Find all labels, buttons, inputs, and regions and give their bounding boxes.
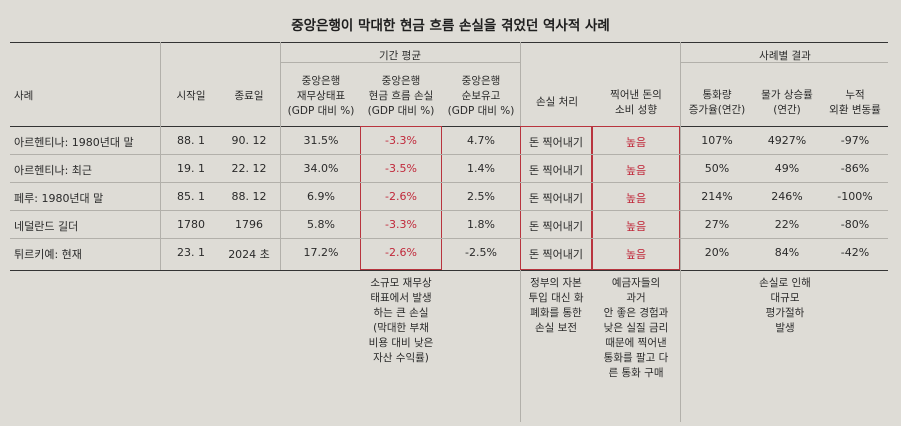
- cashflow-highlight-box: [360, 126, 442, 270]
- cell-balance: 6.9%: [307, 190, 335, 203]
- cell-end: 90. 12: [231, 134, 267, 147]
- cell-consumption: 높음: [625, 248, 647, 261]
- group-header-period: 기간 평균: [379, 50, 421, 62]
- cell-cashflow: -3.5%: [385, 162, 417, 175]
- header-end: 종료일: [234, 90, 264, 102]
- header-start: 시작일: [176, 90, 206, 102]
- header-money-growth: 통화량 증가율(연간): [688, 89, 746, 116]
- cell-fx-change: -97%: [840, 134, 870, 147]
- cell-cashflow: -2.6%: [385, 246, 417, 259]
- cell-consumption: 높음: [625, 136, 647, 149]
- cell-case: 튀르키예: 현재: [14, 248, 82, 261]
- cell-consumption: 높음: [625, 164, 647, 177]
- cell-reserves: 1.4%: [467, 162, 495, 175]
- cell-inflation: 84%: [774, 246, 800, 259]
- header-case: 사례: [14, 90, 34, 102]
- cell-loss-handling: 돈 찍어내기: [528, 164, 584, 177]
- loss-handling-highlight-box: [520, 126, 592, 270]
- cell-consumption: 높음: [625, 220, 647, 233]
- note-loss-handling: 정부의 자본 투입 대신 화 폐화를 통한 손실 보전: [528, 277, 584, 334]
- cell-end: 2024 초: [228, 248, 270, 261]
- cell-end: 1796: [235, 218, 263, 231]
- note-consumption: 예금자들의 과거 안 좋은 경험과 낮은 실질 금리 때문에 찍어낸 통화를 팔고 다 …: [603, 277, 669, 379]
- cell-reserves: 2.5%: [467, 190, 495, 203]
- cell-inflation: 4927%: [767, 134, 807, 147]
- cell-reserves: -2.5%: [465, 246, 497, 259]
- cell-money-growth: 20%: [704, 246, 730, 259]
- row-divider: [10, 182, 888, 183]
- note-results: 손실로 인해 대규모 평가절하 발생: [759, 277, 811, 334]
- cell-case: 네덜란드 길더: [14, 220, 79, 233]
- period-group-rule-left: [280, 62, 520, 63]
- cell-end: 22. 12: [231, 162, 267, 175]
- cell-start: 19. 1: [177, 162, 205, 175]
- body-bottom-rule: [10, 270, 888, 271]
- cell-inflation: 246%: [771, 190, 803, 203]
- header-consumption: 찍어낸 돈의 소비 성향: [610, 89, 662, 116]
- cell-fx-change: -86%: [840, 162, 870, 175]
- cell-consumption: 높음: [625, 192, 647, 205]
- cell-balance: 17.2%: [303, 246, 339, 259]
- cell-reserves: 1.8%: [467, 218, 495, 231]
- vline-2: [280, 42, 281, 270]
- cell-fx-change: -42%: [840, 246, 870, 259]
- cell-end: 88. 12: [231, 190, 267, 203]
- cell-inflation: 49%: [774, 162, 800, 175]
- header-bottom-rule: [10, 126, 888, 127]
- cell-fx-change: -100%: [837, 190, 873, 203]
- cell-cashflow: -2.6%: [385, 190, 417, 203]
- cell-loss-handling: 돈 찍어내기: [528, 220, 584, 233]
- header-cashflow: 중앙은행 현금 흐름 손실 (GDP 대비 %): [367, 75, 435, 117]
- header-inflation: 물가 상승률 (연간): [761, 89, 813, 116]
- cell-reserves: 4.7%: [467, 134, 495, 147]
- cell-money-growth: 214%: [701, 190, 733, 203]
- cell-cashflow: -3.3%: [385, 134, 417, 147]
- note-cashflow: 소규모 재무상 태표에서 발생 하는 큰 손실 (막대한 부채 비용 대비 낮은 자산 …: [368, 277, 434, 364]
- header-balance: 중앙은행 재무상태표 (GDP 대비 %): [287, 75, 355, 117]
- cell-case: 아르헨티나: 1980년대 말: [14, 136, 134, 149]
- cell-start: 85. 1: [177, 190, 205, 203]
- row-divider: [10, 238, 888, 239]
- cell-cashflow: -3.3%: [385, 218, 417, 231]
- cell-fx-change: -80%: [840, 218, 870, 231]
- cell-money-growth: 50%: [704, 162, 730, 175]
- header-loss-handling: 손실 처리: [536, 96, 578, 108]
- cell-start: 23. 1: [177, 246, 205, 259]
- cell-balance: 5.8%: [307, 218, 335, 231]
- row-divider: [10, 154, 888, 155]
- cell-loss-handling: 돈 찍어내기: [528, 248, 584, 261]
- vline-4: [680, 42, 681, 422]
- consumption-highlight-box: [592, 126, 680, 270]
- cell-case: 페루: 1980년대 말: [14, 192, 104, 205]
- cell-loss-handling: 돈 찍어내기: [528, 192, 584, 205]
- header-reserves: 중앙은행 순보유고 (GDP 대비 %): [447, 75, 515, 117]
- group-header-results: 사례별 결과: [759, 50, 811, 62]
- table-title: 중앙은행이 막대한 현금 흐름 손실을 겪었던 역사적 사례: [291, 18, 610, 34]
- cell-money-growth: 27%: [704, 218, 730, 231]
- header-fx-change: 누적 외환 변동률: [829, 89, 881, 116]
- cell-start: 1780: [177, 218, 205, 231]
- cell-inflation: 22%: [774, 218, 800, 231]
- results-group-rule: [680, 62, 888, 63]
- cell-balance: 31.5%: [303, 134, 339, 147]
- top-rule: [10, 42, 888, 43]
- cell-start: 88. 1: [177, 134, 205, 147]
- cell-case: 아르헨티나: 최근: [14, 164, 93, 177]
- cell-loss-handling: 돈 찍어내기: [528, 136, 584, 149]
- cell-money-growth: 107%: [701, 134, 733, 147]
- vline-1: [160, 42, 161, 270]
- cell-balance: 34.0%: [303, 162, 339, 175]
- row-divider: [10, 210, 888, 211]
